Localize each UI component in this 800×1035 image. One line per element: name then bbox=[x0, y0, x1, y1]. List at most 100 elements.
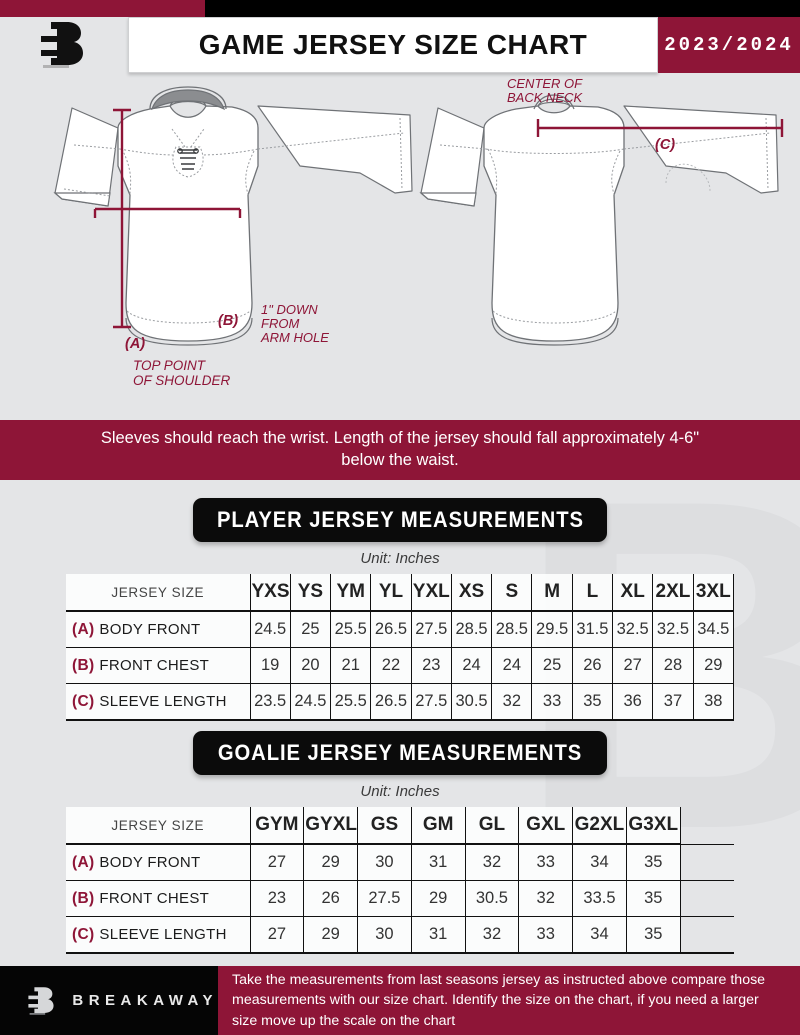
column-header-empty bbox=[680, 807, 734, 844]
front-measurement-lines bbox=[93, 108, 242, 329]
back-measurement-lines bbox=[536, 119, 784, 137]
row-label-front-chest: (B) FRONT CHEST bbox=[66, 880, 251, 917]
measurement-cell: 32.5 bbox=[612, 610, 654, 648]
table-row: (A) BODY FRONT 27 29 30 31 32 33 34 35 bbox=[66, 843, 734, 881]
measurement-cell: 29 bbox=[410, 880, 466, 917]
table-header-row: JERSEY SIZE YXS YS YM YL YXL XS S M L XL 2XL 3XL bbox=[66, 574, 735, 612]
footer-brand: BREAKAWAY bbox=[0, 966, 218, 1035]
measurement-cell: 27.5 bbox=[410, 683, 452, 721]
column-header-jersey-size: JERSEY SIZE bbox=[66, 807, 251, 845]
fit-note-banner: Sleeves should reach the wrist. Length o… bbox=[0, 420, 800, 480]
measurement-cell: 34.5 bbox=[692, 610, 735, 648]
row-label-sleeve-length: (C) SLEEVE LENGTH bbox=[66, 683, 251, 721]
column-header-size: YXL bbox=[410, 574, 452, 612]
footer-instructions-text: Take the measurements from last seasons … bbox=[232, 972, 766, 1029]
measurement-cell: 36 bbox=[612, 683, 654, 721]
table-row: (A) BODY FRONT 24.5 25 25.5 26.5 27.5 28.5 28.5 2… bbox=[66, 610, 735, 648]
measurement-cell: 31 bbox=[410, 916, 466, 954]
measurement-cell: 22 bbox=[370, 647, 412, 684]
breakaway-b-logo-icon bbox=[28, 986, 54, 1015]
footer-instructions: Take the measurements from last seasons … bbox=[218, 966, 800, 1035]
footer-brand-name: BREAKAWAY bbox=[72, 992, 218, 1009]
breakaway-b-logo-icon bbox=[41, 22, 83, 68]
measurement-cell: 30.5 bbox=[450, 683, 493, 721]
table-row: (B) FRONT CHEST 19 20 21 22 23 24 24 25 26 27 28 29 bbox=[66, 647, 735, 684]
column-header-size: GYM bbox=[249, 807, 305, 845]
measurement-cell: 26.5 bbox=[370, 610, 412, 648]
measurement-cell: 32 bbox=[464, 843, 520, 881]
row-code: (C) bbox=[72, 925, 95, 943]
row-code: (B) bbox=[72, 889, 95, 907]
measurement-cell-empty bbox=[679, 843, 734, 881]
measurement-cell: 29 bbox=[303, 843, 359, 881]
measurement-cell: 23 bbox=[249, 880, 305, 917]
column-header-size: GL bbox=[464, 807, 520, 845]
column-header-size: GYXL bbox=[303, 807, 359, 845]
measurement-cell: 25.5 bbox=[330, 610, 372, 648]
column-header-size: YM bbox=[330, 574, 372, 612]
back-label-c-line2: BACK NECK bbox=[507, 90, 583, 105]
measurement-cell: 28 bbox=[652, 647, 694, 684]
measurement-cell: 25.5 bbox=[330, 683, 372, 721]
measurement-cell: 30 bbox=[357, 843, 412, 881]
measurement-cell: 25 bbox=[531, 647, 573, 684]
measurement-cell: 37 bbox=[652, 683, 694, 721]
row-label-body-front: (A) BODY FRONT bbox=[66, 610, 251, 648]
measurement-cell: 38 bbox=[692, 683, 735, 721]
season-badge: 2023/2024 bbox=[658, 17, 800, 73]
measurement-cell: 32 bbox=[491, 683, 533, 721]
page-header: GAME JERSEY SIZE CHART 2023/2024 bbox=[0, 17, 800, 73]
measurement-cell: 33 bbox=[531, 683, 573, 721]
column-header-size: YXS bbox=[249, 574, 291, 612]
back-label-c-line1: CENTER OF bbox=[507, 76, 583, 91]
player-section-title-text: PLAYER JERSEY MEASUREMENTS bbox=[216, 507, 584, 532]
row-code: (A) bbox=[72, 853, 95, 871]
measurement-cell: 35 bbox=[571, 683, 614, 721]
measurement-cell: 27 bbox=[612, 647, 654, 684]
measurement-cell: 26.5 bbox=[370, 683, 412, 721]
column-header-size: S bbox=[491, 574, 533, 612]
front-label-a-line1: TOP POINT bbox=[133, 358, 207, 373]
top-strip-maroon bbox=[0, 0, 205, 17]
measurement-cell: 31.5 bbox=[571, 610, 614, 648]
player-measurements-table: JERSEY SIZE YXS YS YM YL YXL XS S M L XL 2XL 3XL (A)… bbox=[66, 574, 735, 721]
column-header-size: G3XL bbox=[625, 807, 681, 845]
season-badge-text: 2023/2024 bbox=[664, 34, 794, 56]
measurement-cell: 34 bbox=[572, 916, 627, 954]
column-header-size: XL bbox=[612, 574, 654, 612]
measurement-cell: 24.5 bbox=[289, 683, 332, 721]
table-row: (B) FRONT CHEST 23 26 27.5 29 30.5 32 33.5 35 bbox=[66, 880, 734, 917]
measurement-cell: 35 bbox=[625, 916, 681, 954]
measurement-cell: 27.5 bbox=[357, 880, 412, 917]
front-label-b-code: (B) bbox=[218, 313, 238, 329]
measurement-cell: 20 bbox=[289, 647, 332, 684]
row-code: (B) bbox=[72, 656, 95, 674]
front-label-b-line3: ARM HOLE bbox=[260, 330, 329, 345]
header-logo bbox=[0, 17, 128, 73]
measurement-cell: 25 bbox=[289, 610, 332, 648]
measurement-cell: 34 bbox=[572, 843, 627, 881]
column-header-size: M bbox=[531, 574, 573, 612]
column-header-size: GXL bbox=[518, 807, 574, 845]
jersey-diagram-svg: (A) TOP POINT OF SHOULDER (B) 1" DOWN FR… bbox=[0, 73, 800, 420]
goalie-section-title-text: GOALIE JERSEY MEASUREMENTS bbox=[217, 740, 583, 765]
column-header-size: XS bbox=[450, 574, 493, 612]
goalie-measurements-table-wrap: JERSEY SIZE GYM GYXL GS GM GL GXL G2XL G3XL (A) B… bbox=[66, 807, 734, 954]
measurement-cell-empty bbox=[679, 880, 734, 917]
column-header-size: YS bbox=[289, 574, 332, 612]
row-code: (A) bbox=[72, 620, 95, 638]
goalie-section-title: GOALIE JERSEY MEASUREMENTS bbox=[193, 731, 607, 775]
player-section-title: PLAYER JERSEY MEASUREMENTS bbox=[193, 498, 607, 542]
measurement-cell: 33 bbox=[518, 843, 574, 881]
measurement-cell: 26 bbox=[571, 647, 614, 684]
jersey-diagram: (A) TOP POINT OF SHOULDER (B) 1" DOWN FR… bbox=[0, 73, 800, 420]
row-label-sleeve-length: (C) SLEEVE LENGTH bbox=[66, 916, 251, 954]
jersey-front-illustration bbox=[53, 86, 413, 346]
back-label-c-code: (C) bbox=[655, 137, 675, 153]
front-label-b-line2: FROM bbox=[261, 316, 299, 331]
measurement-cell: 29 bbox=[303, 916, 359, 954]
measurement-cell: 32 bbox=[518, 880, 574, 917]
player-unit-label: Unit: Inches bbox=[360, 550, 440, 567]
table-row: (C) SLEEVE LENGTH 23.5 24.5 25.5 26.5 27.5 30.5… bbox=[66, 683, 735, 721]
column-header-size: G2XL bbox=[572, 807, 627, 845]
